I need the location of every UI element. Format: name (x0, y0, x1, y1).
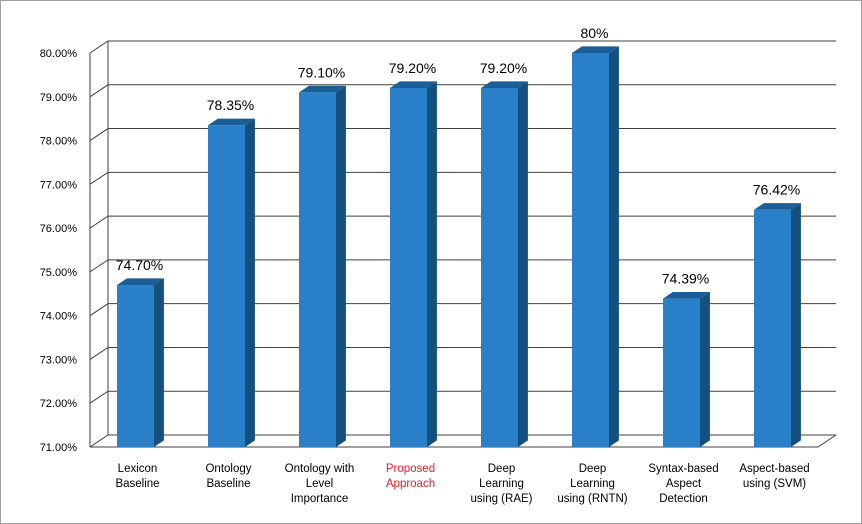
x-tick-label-line: Deep (579, 463, 607, 475)
bar-front-face (390, 88, 427, 448)
x-tick-label: Lexicon Baseline (115, 463, 159, 490)
data-label: 79.10% (298, 64, 345, 80)
data-label: 79.20% (389, 60, 436, 76)
x-tick-label-line: Learning (479, 478, 524, 490)
bar-top-face (390, 81, 437, 89)
bar (481, 81, 528, 448)
x-tick-label-line: Level (306, 478, 334, 490)
bar-top-face (481, 81, 528, 89)
x-tick-label-line: Baseline (206, 478, 250, 490)
data-labels: 74.70% 78.35% 79.10% 79.20% 79.20% 80% 74.39% 7… (116, 25, 800, 287)
bar-side-face (791, 203, 801, 447)
y-tick-label: 78.00% (40, 136, 78, 148)
data-label: 79.20% (480, 60, 527, 76)
y-tick-label: 75.00% (40, 267, 78, 279)
bar (572, 46, 619, 448)
x-tick-label-line: Approach (386, 478, 435, 490)
y-axis-tick-labels: 71.00% 72.00% 73.00% 74.00% 75.00% 76.00% 77.0… (40, 48, 78, 454)
x-tick-label-line: Baseline (115, 478, 159, 490)
bar (299, 85, 346, 448)
bar-front-face (754, 209, 791, 447)
x-tick-label-line: Detection (659, 493, 708, 505)
data-label: 74.39% (662, 271, 709, 287)
x-tick-label: Deep Learning using (RNTN) (557, 463, 627, 505)
bar-side-face (427, 81, 437, 447)
x-tick-label-line: Aspect (666, 478, 702, 490)
data-label: 80% (580, 25, 608, 41)
bar (390, 81, 437, 448)
bar-side-face (336, 85, 346, 448)
x-tick-label-line: Ontology with (285, 463, 355, 475)
bar (117, 278, 164, 447)
bar-front-face (481, 88, 518, 448)
bar-top-face (117, 278, 164, 286)
bar-side-face (518, 81, 528, 447)
bar (754, 203, 801, 447)
x-tick-label-line: Proposed (386, 463, 435, 475)
bar-side-face (700, 291, 710, 447)
x-tick-label-line: Syntax-based (648, 463, 718, 475)
x-tick-label-line: using (RNTN) (557, 493, 627, 505)
y-tick-label: 72.00% (40, 398, 78, 410)
bar-top-face (208, 118, 255, 126)
bar-front-face (572, 53, 609, 447)
y-tick-label: 71.00% (40, 442, 78, 454)
y-tick-label: 76.00% (40, 223, 78, 235)
bar-top-face (663, 291, 710, 299)
bar-top-face (572, 46, 619, 53)
bar-top-face (299, 85, 346, 93)
y-tick-label: 77.00% (40, 179, 78, 191)
y-tick-label: 79.00% (40, 92, 78, 104)
bar-front-face (663, 298, 700, 447)
x-tick-label: Proposed Approach (386, 463, 435, 490)
y-tick-label: 80.00% (40, 48, 78, 60)
bar-top-face (754, 203, 801, 210)
x-tick-label: Ontology with Level Importance (285, 463, 355, 505)
x-tick-label-line: Deep (488, 463, 516, 475)
x-tick-label: Ontology Baseline (205, 463, 251, 490)
data-label: 74.70% (116, 257, 163, 273)
x-tick-label: Deep Learning using (RAE) (471, 463, 533, 505)
x-tick-label-line: Lexicon (118, 463, 158, 475)
bar-front-face (208, 125, 245, 447)
x-tick-label-line: Ontology (205, 463, 251, 475)
bar (208, 118, 255, 447)
bar-front-face (117, 285, 154, 447)
x-tick-label: Aspect-based using (SVM) (739, 463, 809, 490)
bar-side-face (154, 278, 164, 447)
bars (117, 46, 801, 448)
x-tick-label-line: Aspect-based (739, 463, 809, 475)
x-tick-label-line: Importance (291, 493, 349, 505)
x-tick-label: Syntax-based Aspect Detection (648, 463, 718, 505)
x-tick-label-line: Learning (570, 478, 615, 490)
bar (663, 291, 710, 447)
data-label: 76.42% (753, 182, 800, 198)
bar-side-face (245, 118, 255, 447)
bar-front-face (299, 92, 336, 448)
y-tick-label: 73.00% (40, 354, 78, 366)
y-tick-label: 74.00% (40, 311, 78, 323)
data-label: 78.35% (207, 97, 254, 113)
bar-side-face (609, 46, 619, 448)
x-tick-label-line: using (RAE) (471, 493, 533, 505)
x-tick-label-line: using (SVM) (743, 478, 806, 490)
